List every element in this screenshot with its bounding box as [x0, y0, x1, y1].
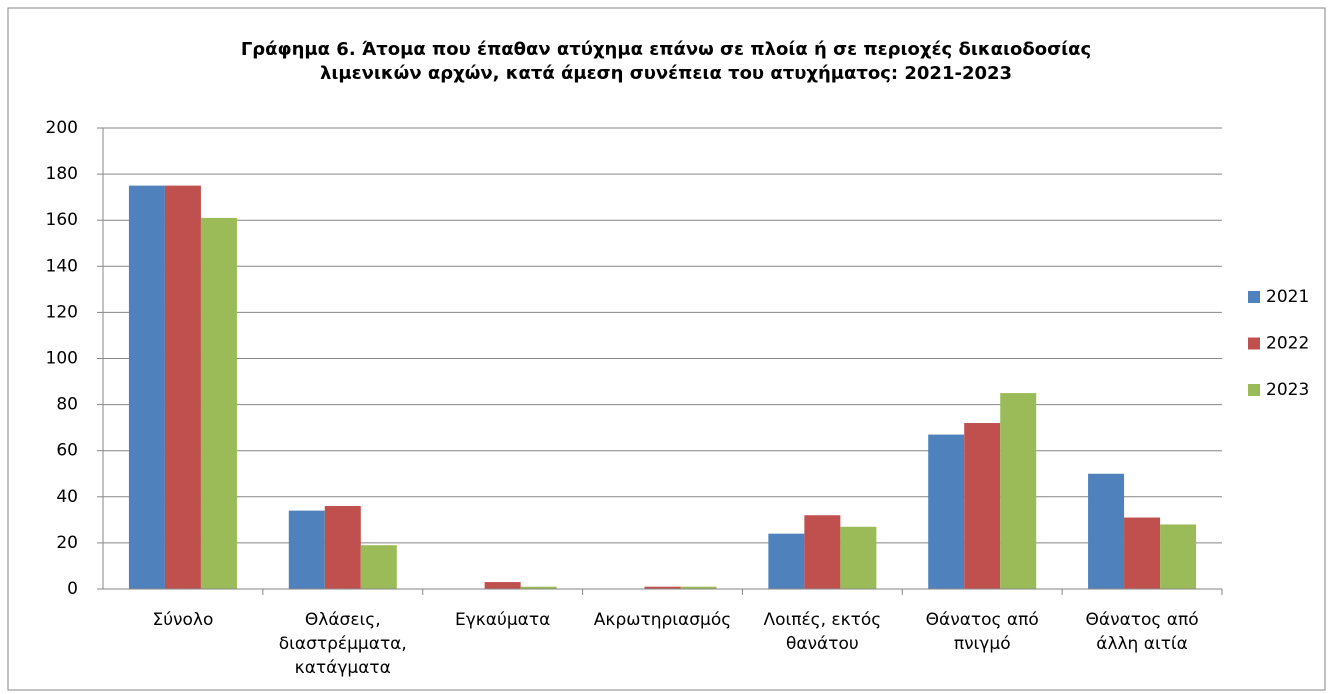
bar [804, 515, 841, 589]
y-tick-label: 120 [46, 302, 78, 322]
bar [680, 586, 717, 589]
bar [840, 526, 877, 589]
bar [644, 586, 681, 589]
legend-swatch [1248, 291, 1260, 303]
legend-swatch [1248, 384, 1260, 396]
y-tick-label: 20 [56, 533, 78, 553]
y-tick-label: 140 [46, 256, 78, 276]
x-tick-label: Θάνατος από πνιγμό [926, 610, 1039, 654]
x-tick-label: Εγκαύματα [455, 610, 550, 630]
bar [164, 185, 201, 589]
legend-label: 2021 [1266, 287, 1309, 307]
bar [768, 533, 805, 589]
bar [1088, 473, 1125, 589]
x-tick-label: Σύνολο [152, 610, 213, 630]
x-tick-label: Θλάσεις, διαστρέμματα, κατάγματα [279, 610, 407, 678]
bar [928, 434, 965, 589]
y-tick-label: 100 [46, 349, 78, 369]
y-tick-label: 180 [46, 164, 78, 184]
y-tick-label: 40 [56, 487, 78, 507]
y-tick-label: 160 [46, 210, 78, 230]
bar [1160, 524, 1197, 589]
y-tick-label: 60 [56, 441, 78, 461]
x-tick-label: Θάνατος από άλλη αιτία [1085, 610, 1198, 654]
bar [128, 185, 165, 589]
bar [484, 582, 521, 589]
x-tick-label: Λοιπές, εκτός θανάτου [763, 610, 881, 654]
bar [360, 545, 397, 589]
bar [288, 510, 325, 589]
bar [964, 423, 1001, 589]
bar [324, 506, 361, 589]
legend-label: 2023 [1266, 380, 1309, 400]
y-tick-label: 200 [46, 118, 78, 138]
y-tick-label: 80 [56, 395, 78, 415]
bar [1000, 393, 1037, 589]
bar [520, 586, 557, 589]
y-tick-label: 0 [67, 579, 78, 599]
legend-label: 2022 [1266, 334, 1309, 354]
chart-title: Γράφημα 6. Άτομα που έπαθαν ατύχημα επάν… [241, 39, 1091, 84]
bar [1124, 517, 1161, 589]
legend-swatch [1248, 337, 1260, 350]
bar [200, 217, 237, 589]
x-tick-label: Ακρωτηριασμός [594, 610, 731, 630]
